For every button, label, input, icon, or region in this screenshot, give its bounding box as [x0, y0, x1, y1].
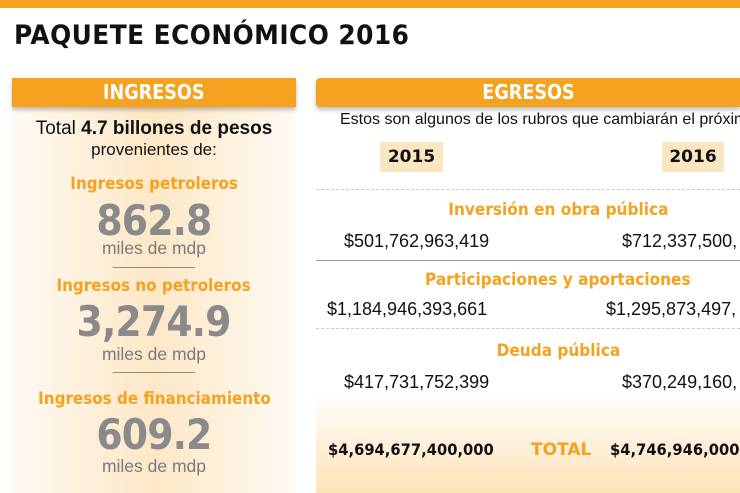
ingresos-item-label: Ingresos petroleros [70, 174, 238, 193]
value-2016: $1,295,873,497, [606, 299, 737, 319]
ingresos-item-label: Ingresos no petroleros [56, 276, 252, 295]
row-divider [316, 189, 740, 190]
year-2016-label: 2016 [662, 142, 724, 172]
total-band [316, 398, 740, 493]
row-divider [316, 328, 740, 329]
ingresos-item-unit: miles de mdp [101, 238, 207, 258]
top-accent-bar [0, 0, 740, 8]
row-divider [316, 260, 740, 261]
total-2016: $4,746,946,000 [610, 440, 740, 459]
ingresos-header: INGRESOS [12, 78, 296, 107]
ingresos-total-line: Total 4.7 billones de pesos [12, 118, 296, 140]
value-2016: $370,249,160, [622, 372, 738, 392]
ingresos-panel [12, 78, 296, 493]
value-2015: $1,184,946,393,661 [327, 299, 488, 319]
ingresos-item-unit: miles de mdp [101, 344, 207, 364]
value-2016: $712,337,500, [622, 231, 738, 251]
ingresos-item-unit: miles de mdp [101, 456, 207, 476]
value-2015: $501,762,963,419 [344, 231, 490, 251]
year-2015-label: 2015 [380, 142, 443, 172]
ingresos-subtitle: provenientes de: [91, 140, 217, 159]
row-title: Deuda pública [496, 341, 620, 360]
egresos-intro: Estos son algunos de los rubros que camb… [340, 111, 740, 128]
total-value: 4.7 billones de pesos [81, 118, 273, 139]
ingresos-item-value: 862.8 [96, 196, 212, 245]
page-title: PAQUETE ECONÓMICO 2016 [14, 20, 410, 51]
divider [113, 267, 195, 268]
egresos-header: EGRESOS [316, 78, 740, 107]
ingresos-item-label: Ingresos de financiamiento [37, 389, 271, 408]
value-2015: $417,731,752,399 [344, 372, 490, 392]
row-title: Participaciones y aportaciones [425, 270, 691, 289]
ingresos-item-value: 609.2 [96, 410, 212, 459]
total-label: TOTAL [531, 440, 592, 460]
total-2015: $4,694,677,400,000 [328, 440, 494, 459]
ingresos-item-value: 3,274.9 [77, 297, 232, 346]
divider [113, 372, 195, 373]
row-title: Inversión en obra pública [447, 200, 669, 219]
total-prefix: Total [35, 118, 76, 139]
